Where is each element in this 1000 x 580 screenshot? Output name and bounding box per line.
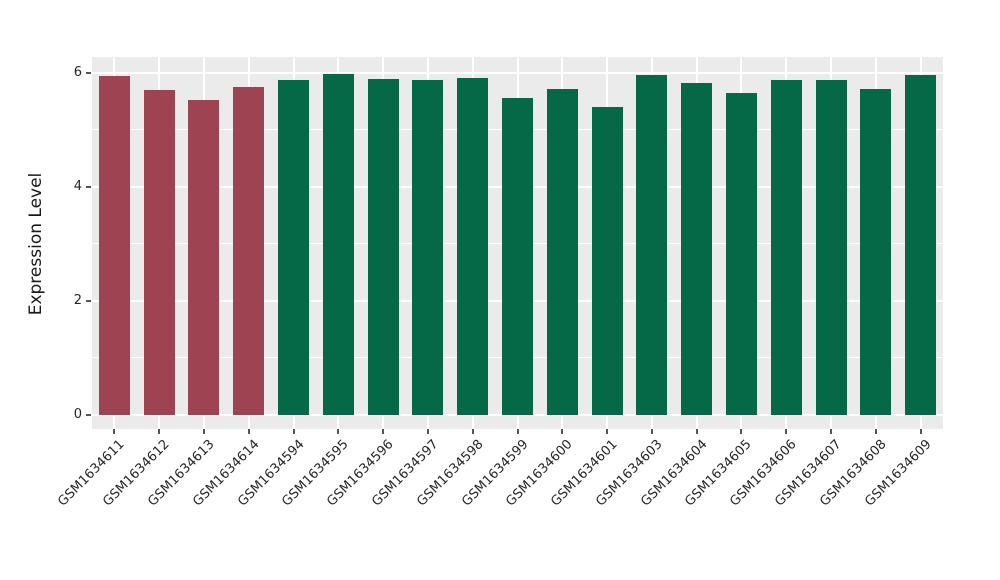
bar	[502, 98, 533, 415]
bar	[457, 77, 489, 415]
y-tick-mark	[86, 414, 91, 416]
x-tick-mark	[471, 429, 474, 434]
x-tick-mark	[740, 429, 743, 434]
y-tick-label: 4	[73, 178, 82, 194]
bar	[143, 90, 175, 415]
bar	[367, 79, 399, 415]
x-tick-mark	[202, 429, 205, 434]
bar	[233, 87, 265, 415]
x-tick-mark	[382, 429, 385, 434]
bar	[636, 75, 668, 415]
bar	[591, 106, 623, 415]
y-tick-mark	[86, 71, 91, 74]
bar	[322, 73, 354, 415]
y-tick-label: 6	[73, 64, 82, 80]
bar	[412, 80, 444, 415]
bar	[188, 100, 220, 415]
bar	[770, 80, 802, 415]
bar	[725, 93, 757, 415]
bar	[860, 89, 892, 415]
x-tick-mark	[247, 429, 250, 434]
plot-area	[92, 57, 943, 429]
y-tick-label: 2	[73, 292, 82, 308]
bar	[98, 75, 130, 415]
x-tick-mark	[516, 429, 519, 434]
bar	[546, 89, 578, 415]
bar	[278, 80, 310, 415]
y-axis-title: Expression Level	[26, 172, 46, 316]
x-tick-mark	[695, 429, 698, 434]
x-tick-mark	[606, 429, 609, 434]
x-tick-mark	[650, 429, 653, 434]
x-tick-mark	[874, 429, 877, 434]
bar	[905, 74, 937, 415]
y-tick-mark	[86, 185, 91, 188]
x-tick-mark	[830, 429, 833, 434]
x-tick-mark	[337, 429, 340, 434]
y-tick-label: 0	[73, 407, 82, 422]
x-tick-mark	[785, 429, 788, 434]
y-tick-mark	[86, 299, 91, 302]
x-tick-mark	[113, 429, 116, 434]
x-tick-mark	[919, 429, 922, 434]
x-tick-mark	[292, 429, 295, 434]
bar	[815, 80, 847, 415]
x-tick-mark	[158, 429, 161, 434]
x-tick-mark	[561, 429, 564, 434]
x-tick-mark	[426, 429, 429, 434]
bar	[681, 83, 713, 415]
